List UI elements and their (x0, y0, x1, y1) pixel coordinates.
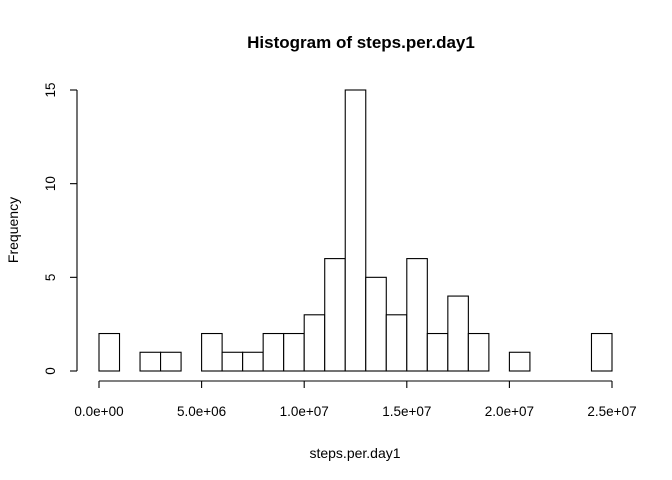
histogram-bar-7 (242, 351, 264, 372)
histogram-bar-17 (447, 295, 469, 372)
x-tick-label-0: 0.0e+00 (74, 404, 123, 419)
histogram-bar-18 (467, 332, 490, 372)
y-tick-label-2: 10 (43, 176, 58, 191)
y-tick-label-3: 15 (43, 82, 58, 97)
x-tick-label-5: 2.5e+07 (587, 404, 636, 419)
histogram-bar-6 (221, 351, 244, 372)
histogram-bar-5 (201, 332, 223, 372)
x-tick-label-2: 1.0e+07 (280, 404, 329, 419)
y-tick-label-1: 5 (43, 274, 58, 282)
y-axis: 0 5 10 15 (43, 82, 78, 375)
histogram-bar-13 (365, 276, 387, 372)
histogram-bar-2 (139, 351, 162, 372)
histogram-bar-14 (385, 314, 408, 372)
histogram-bar-8 (262, 332, 285, 372)
histogram-bar-24 (590, 332, 613, 372)
histogram-bar-15 (406, 258, 428, 372)
histogram-bar-10 (303, 314, 326, 372)
x-tick-label-1: 5.0e+06 (177, 404, 226, 419)
histogram-bar-16 (426, 332, 449, 372)
y-tick-label-0: 0 (43, 367, 58, 375)
chart-title: Histogram of steps.per.day1 (247, 33, 475, 52)
histogram-bar-20 (508, 351, 531, 372)
x-tick-label-3: 1.5e+07 (382, 404, 431, 419)
histogram-bar-11 (324, 258, 346, 372)
histogram-bar-9 (283, 332, 305, 372)
x-axis-label: steps.per.day1 (309, 445, 400, 461)
histogram-bar-3 (160, 351, 182, 372)
histogram-bar-0 (98, 332, 121, 372)
x-tick-label-4: 2.0e+07 (485, 404, 534, 419)
x-axis: 0.0e+00 5.0e+06 1.0e+07 1.5e+07 2.0e+07 2.5e+… (74, 380, 637, 419)
histogram-bars (98, 89, 613, 372)
histogram-bar-12 (344, 89, 367, 372)
y-axis-label: Frequency (5, 197, 21, 263)
